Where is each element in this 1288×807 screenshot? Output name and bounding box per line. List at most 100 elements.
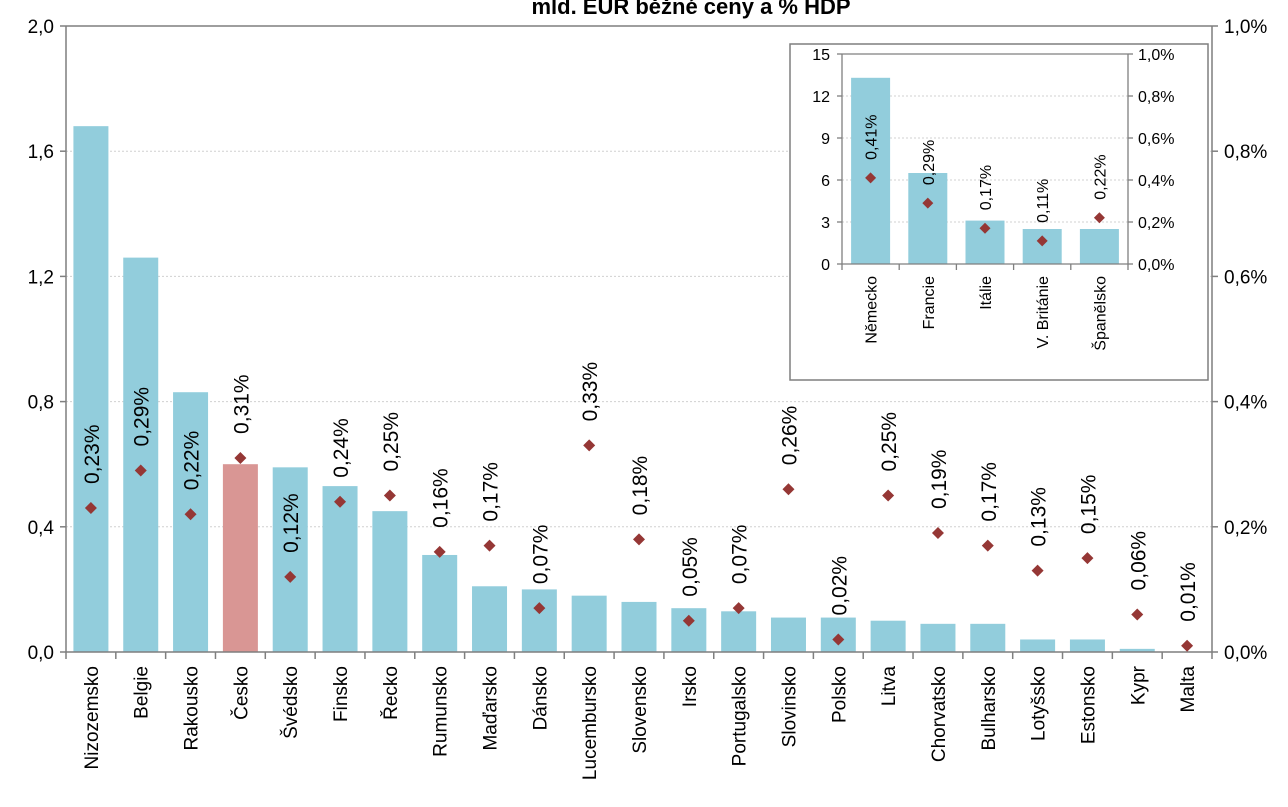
main-markers xyxy=(84,439,1194,652)
inset-category-label: Itálie xyxy=(978,276,995,310)
data-label: 0,29% xyxy=(131,387,154,447)
category-label: Nizozemsko xyxy=(82,666,103,769)
marker-česko xyxy=(234,451,247,464)
main-axes xyxy=(60,25,1218,659)
inset-y-tick-label: 6 xyxy=(821,173,830,190)
category-label: Chorvatsko xyxy=(929,666,950,762)
bar-litva xyxy=(870,620,906,652)
bar-nizozemsko xyxy=(73,126,109,652)
bar-řecko xyxy=(372,511,408,652)
marker-belgie xyxy=(134,464,147,477)
inset-y-tick-label: 12 xyxy=(812,89,830,106)
data-label: 0,33% xyxy=(579,362,602,422)
marker-malta xyxy=(1181,639,1194,652)
marker-chorvatsko xyxy=(931,527,944,540)
category-label: Dánsko xyxy=(530,666,551,730)
chart-title: mld. EUR běžné ceny a % HDP xyxy=(531,0,850,19)
data-label: 0,06% xyxy=(1127,531,1150,591)
inset-axes xyxy=(837,53,1133,270)
category-label: Litva xyxy=(879,666,900,707)
bar-rumunsko xyxy=(422,554,458,652)
bar-slovensko xyxy=(621,601,657,652)
inset-marker-5 xyxy=(1093,212,1105,224)
marker-slovensko xyxy=(633,533,645,546)
data-label: 0,12% xyxy=(280,493,303,553)
inset-chart: 0,41% 0,29% 0,17% 0,11% 0,22% 0 3 6 9 12 15 0,0% 0,… xyxy=(789,43,1209,381)
marker-irsko xyxy=(682,614,695,627)
data-label: 0,17% xyxy=(480,462,503,522)
inset-data-label: 0,17% xyxy=(978,165,995,210)
inset-markers xyxy=(865,172,1105,247)
bar-lotyšsko xyxy=(1020,639,1056,652)
inset-data-label: 0,11% xyxy=(1035,179,1052,223)
main-category-labels: Nizozemsko Belgie Rakousko Česko Švédsko Fins… xyxy=(82,665,1199,780)
bar-dánsko xyxy=(521,589,557,652)
data-label: 0,31% xyxy=(230,374,253,434)
data-label: 0,07% xyxy=(529,525,552,585)
inset-marker-1 xyxy=(865,172,877,184)
data-label: 0,01% xyxy=(1177,562,1200,622)
category-label: Kypr xyxy=(1128,665,1149,705)
bar-švédsko xyxy=(272,467,308,652)
y2-tick-label: 1,0% xyxy=(1224,17,1267,38)
inset-bars xyxy=(851,77,1119,264)
inset-data-labels: 0,41% 0,29% 0,17% 0,11% 0,22% xyxy=(864,115,1110,223)
data-label: 0,17% xyxy=(978,462,1001,522)
category-label: Rakousko xyxy=(182,666,203,751)
data-label: 0,24% xyxy=(330,418,353,478)
inset-bar-1 xyxy=(851,77,891,264)
category-label: Portugalsko xyxy=(730,666,751,766)
inset-bar-2 xyxy=(908,173,948,264)
bar-slovinsko xyxy=(770,617,806,652)
inset-data-label: 0,22% xyxy=(1092,154,1109,199)
inset-data-label: 0,41% xyxy=(864,115,881,160)
data-label: 0,15% xyxy=(1077,475,1100,535)
y2-tick-label: 0,4% xyxy=(1224,393,1267,414)
data-label: 0,05% xyxy=(679,537,702,597)
marker-dánsko xyxy=(533,602,546,615)
category-label: Finsko xyxy=(331,666,352,722)
bar-kypr xyxy=(1119,648,1155,652)
inset-category-label: Francie xyxy=(921,276,938,329)
inset-y2-tick-label: 0,4% xyxy=(1138,173,1174,190)
category-label: Malta xyxy=(1178,666,1199,713)
category-label: Lucembursko xyxy=(580,666,601,780)
data-label: 0,25% xyxy=(380,412,403,472)
category-label: Belgie xyxy=(132,666,153,719)
bar-estonsko xyxy=(1069,639,1105,652)
inset-data-label: 0,29% xyxy=(921,140,938,185)
bar-maďarsko xyxy=(472,586,508,652)
data-label: 0,16% xyxy=(430,468,453,528)
inset-category-label: Německo xyxy=(864,276,881,344)
y2-tick-label: 0,2% xyxy=(1224,518,1267,539)
data-label: 0,23% xyxy=(81,424,104,484)
bar-finsko xyxy=(322,486,358,652)
y-tick-label: 1,2 xyxy=(28,267,54,288)
bar-chorvatsko xyxy=(920,623,956,652)
marker-litva xyxy=(882,489,895,502)
bar-portugalsko xyxy=(721,611,757,652)
marker-lotyšsko xyxy=(1031,564,1044,577)
inset-y-tick-label: 3 xyxy=(821,215,830,232)
inset-y2-tick-label: 1,0% xyxy=(1138,47,1174,64)
category-label: Slovinsko xyxy=(779,666,800,747)
category-label: Estonsko xyxy=(1078,666,1099,744)
inset-y2-tick-label: 0,2% xyxy=(1138,215,1174,232)
inset-marker-2 xyxy=(922,197,934,209)
inset-category-label: Španělsko xyxy=(1090,276,1109,351)
data-label: 0,22% xyxy=(181,431,204,491)
marker-polsko xyxy=(832,633,845,646)
inset-tick-labels: 0 3 6 9 12 15 0,0% 0,2% 0,4% 0,6% 0,8% 1,0% xyxy=(812,47,1174,274)
bar-lucembursko xyxy=(571,595,607,652)
inset-category-label: V. Británie xyxy=(1035,276,1052,348)
marker-švédsko xyxy=(284,570,297,583)
category-label: Rumunsko xyxy=(431,666,452,757)
inset-marker-4 xyxy=(1036,235,1048,247)
data-label: 0,18% xyxy=(629,456,652,516)
marker-maďarsko xyxy=(483,539,496,552)
data-label: 0,25% xyxy=(878,412,901,472)
marker-řecko xyxy=(383,489,396,502)
inset-y-tick-label: 0 xyxy=(821,257,830,274)
category-label: Bulharsko xyxy=(979,666,1000,751)
